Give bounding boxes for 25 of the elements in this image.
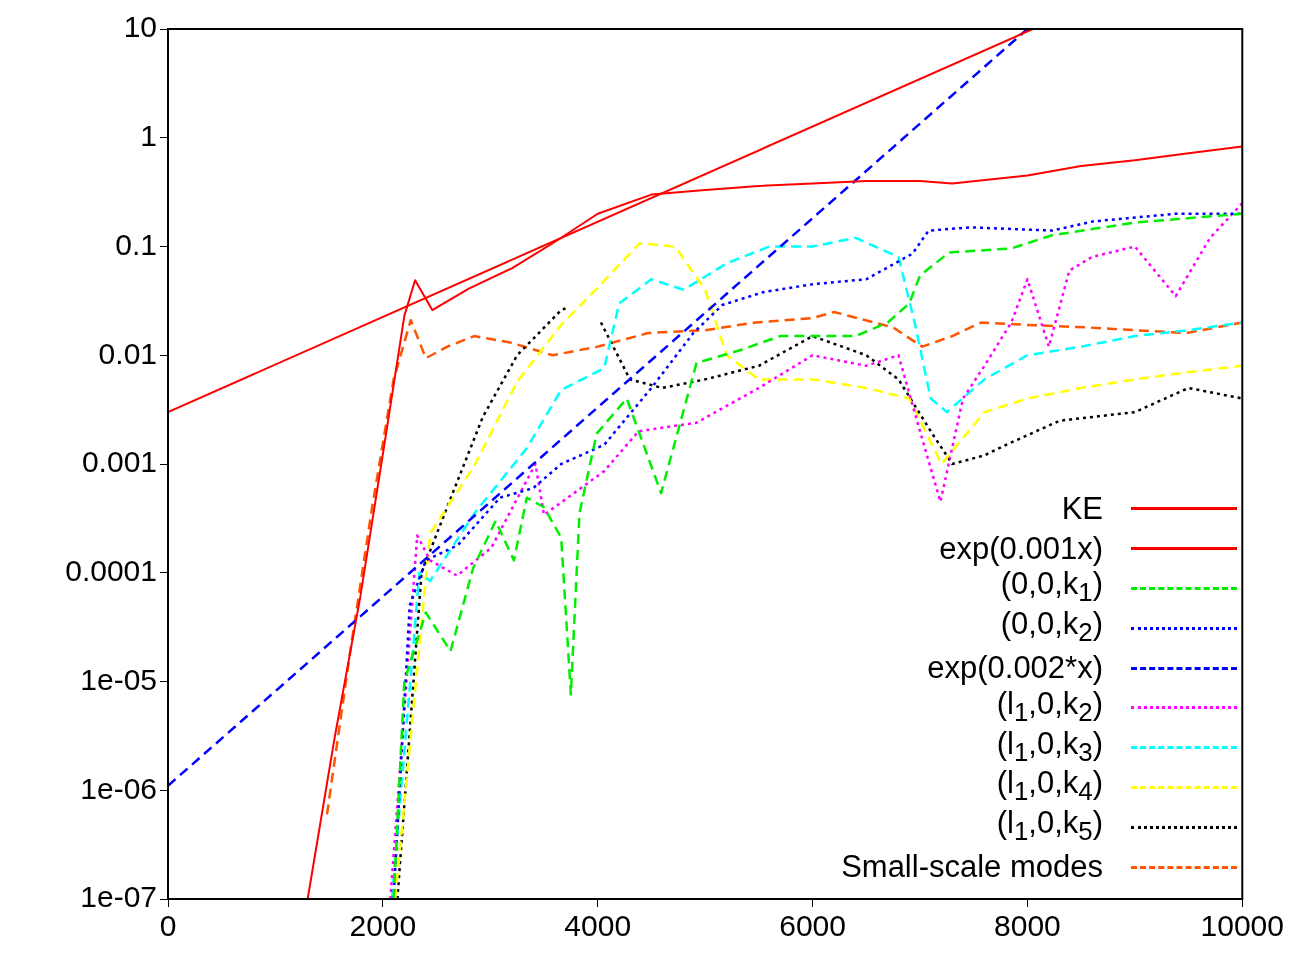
x-tick-label: 8000 — [994, 909, 1061, 943]
legend-label: exp(0.001x) — [939, 530, 1103, 566]
legend-label: (l$_{1}$,0,k$_{3}$) — [996, 725, 1103, 766]
legend-label: (l$_{1}$,0,k$_{2}$) — [996, 685, 1103, 727]
x-tick-label: 2000 — [349, 909, 417, 943]
x-tick-label: 0 — [159, 909, 177, 943]
y-tick-label: 1e-07 — [80, 880, 157, 914]
legend-label: KE — [1061, 490, 1103, 526]
legend-label: exp(0.002*x) — [927, 650, 1103, 686]
y-tick-label: 0.0001 — [65, 554, 157, 588]
y-tick-label: 0.1 — [115, 227, 157, 261]
y-tick-label: 1 — [140, 119, 157, 153]
x-tick-label: 10000 — [1200, 909, 1285, 943]
x-tick-label: 4000 — [564, 909, 632, 943]
y-tick-label: 0.001 — [81, 445, 157, 479]
y-tick-label: 0.01 — [98, 336, 157, 370]
legend-label: Small-scale modes — [841, 849, 1103, 885]
y-tick-label: 10 — [123, 10, 157, 44]
x-tick-label: 6000 — [779, 909, 846, 943]
y-tick-label: 1e-05 — [80, 662, 157, 696]
y-tick-label: 1e-06 — [80, 771, 157, 805]
legend-label: (l$_{1}$,0,k$_{5}$) — [996, 805, 1103, 848]
legend-label: (0,0,k$_{1}$) — [1000, 566, 1103, 607]
legend-label: (l$_{1}$,0,k$_{4}$) — [996, 765, 1103, 806]
legend-label: (0,0,k$_{2}$) — [1000, 606, 1103, 649]
